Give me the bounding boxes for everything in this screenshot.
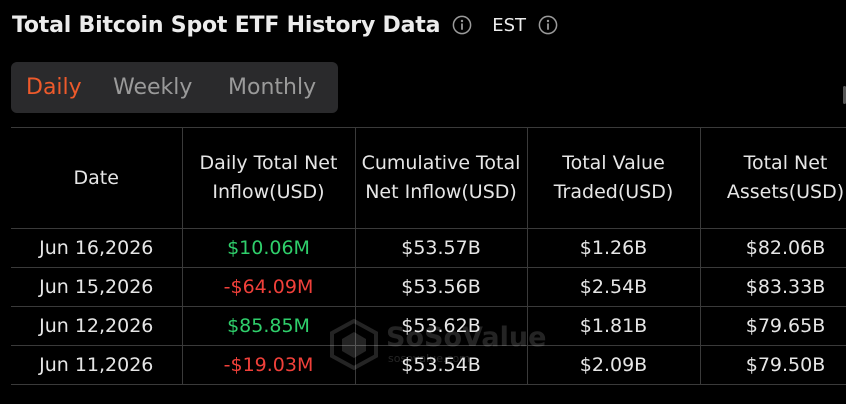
table-row: Jun 15,2026 -$64.09M $53.56B $2.54B $83.… [11, 267, 846, 307]
column-header-value-traded: Total Value Traded(USD) [526, 127, 701, 229]
table-row: Jun 11,2026 -$19.03M $53.54B $2.09B $79.… [11, 345, 846, 385]
cell-value-traded: $1.81B [526, 306, 701, 346]
table-row: Jun 12,2026 $85.85M $53.62B $1.81B $79.6… [11, 306, 846, 346]
cell-net-assets: $83.33B [699, 267, 846, 307]
table-header-row: Date Daily Total Net Inflow(USD) Cumulat… [11, 127, 846, 229]
cell-cumulative-inflow: $53.56B [354, 267, 528, 307]
cell-daily-inflow: $85.85M [181, 306, 356, 346]
tab-monthly[interactable]: Monthly [228, 75, 317, 100]
tab-weekly[interactable]: Weekly [113, 75, 193, 100]
tab-daily[interactable]: Daily [26, 75, 82, 100]
column-header-date: Date [11, 127, 183, 229]
cell-net-assets: $79.65B [699, 306, 846, 346]
etf-history-table: Date Daily Total Net Inflow(USD) Cumulat… [11, 127, 846, 385]
cell-value-traded: $1.26B [526, 228, 701, 268]
cell-daily-inflow: -$64.09M [181, 267, 356, 307]
horizontal-scroll-handle[interactable] [843, 86, 846, 104]
cell-value-traded: $2.09B [526, 345, 701, 385]
period-tabs: Daily Weekly Monthly [11, 62, 338, 113]
cell-daily-inflow: -$19.03M [181, 345, 356, 385]
table-row: Jun 16,2026 $10.06M $53.57B $1.26B $82.0… [11, 228, 846, 268]
cell-date: Jun 11,2026 [11, 345, 183, 385]
cell-daily-inflow: $10.06M [181, 228, 356, 268]
cell-net-assets: $79.50B [699, 345, 846, 385]
page-title: Total Bitcoin Spot ETF History Data [12, 12, 441, 38]
timezone-info-icon[interactable] [538, 15, 558, 35]
panel-header: Total Bitcoin Spot ETF History Data EST [12, 8, 558, 42]
cell-net-assets: $82.06B [699, 228, 846, 268]
column-header-daily-inflow: Daily Total Net Inflow(USD) [181, 127, 356, 229]
column-header-net-assets: Total Net Assets(USD) [699, 127, 846, 229]
timezone-label: EST [492, 14, 527, 36]
cell-date: Jun 12,2026 [11, 306, 183, 346]
cell-cumulative-inflow: $53.57B [354, 228, 528, 268]
title-info-icon[interactable] [452, 15, 472, 35]
column-header-cumulative-inflow: Cumulative Total Net Inflow(USD) [354, 127, 528, 229]
cell-date: Jun 16,2026 [11, 228, 183, 268]
cell-date: Jun 15,2026 [11, 267, 183, 307]
cell-cumulative-inflow: $53.62B [354, 306, 528, 346]
cell-value-traded: $2.54B [526, 267, 701, 307]
cell-cumulative-inflow: $53.54B [354, 345, 528, 385]
